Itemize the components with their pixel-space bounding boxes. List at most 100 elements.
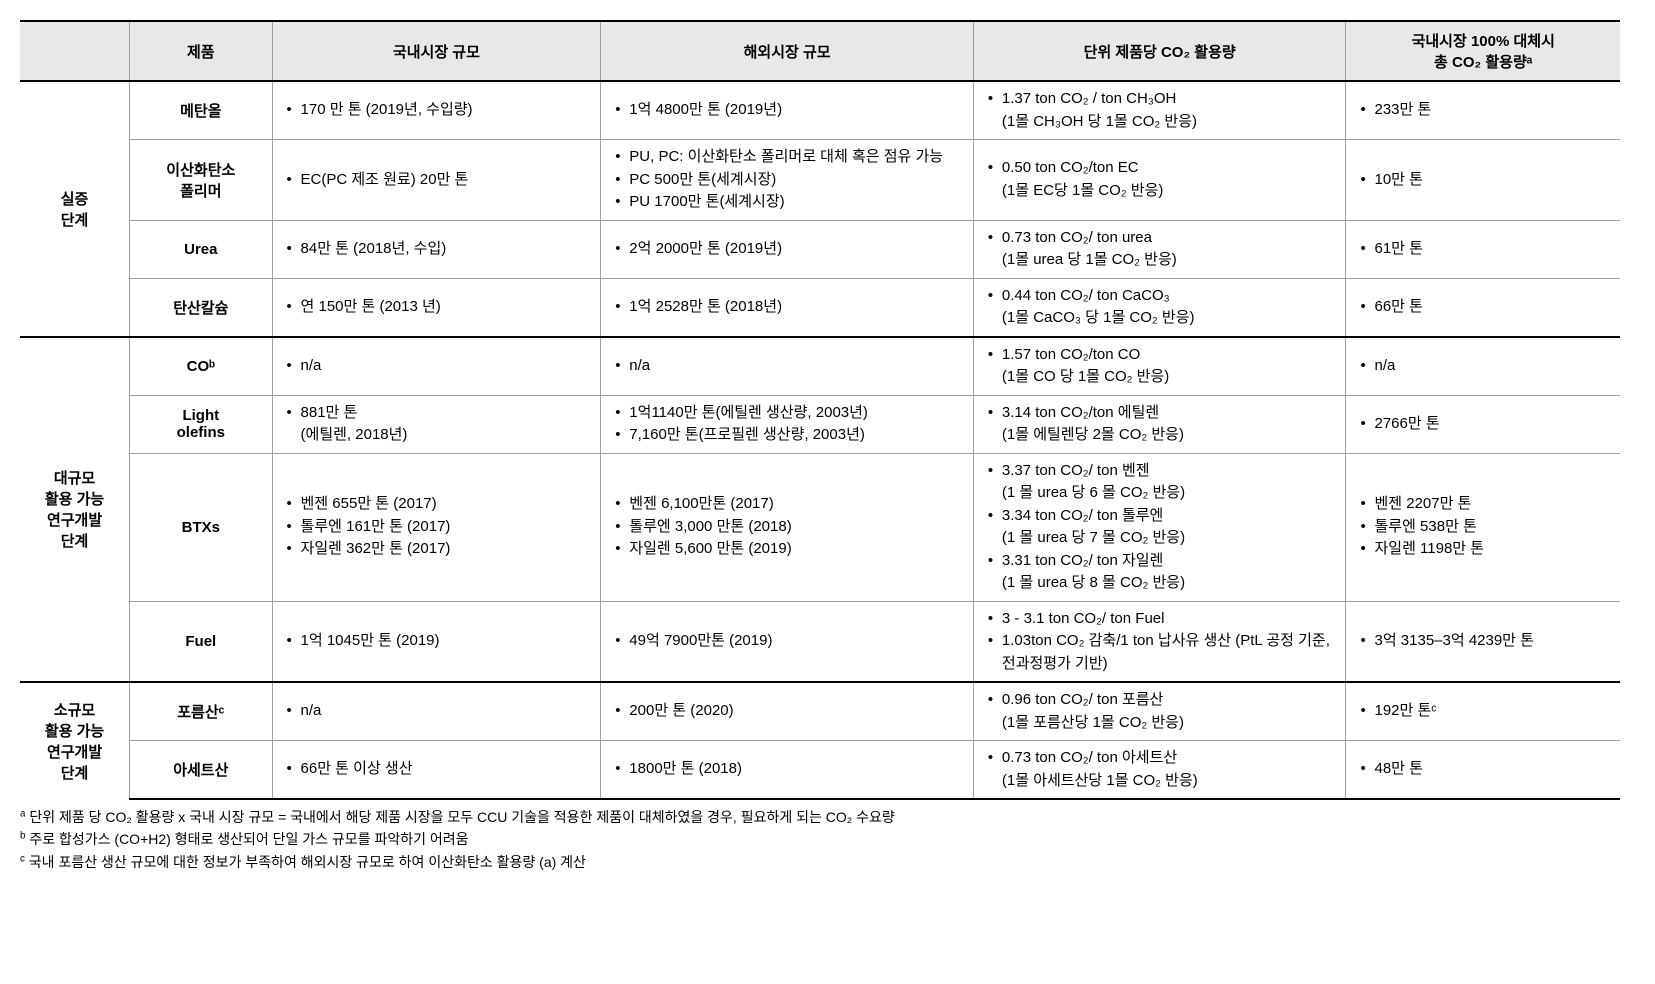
list-item: 233만 톤 xyxy=(1356,99,1610,122)
stage-cell: 소규모활용 가능연구개발단계 xyxy=(20,682,130,799)
list-item: 자일렌 5,600 만톤 (2019) xyxy=(611,538,963,561)
list-item: 3 - 3.1 ton CO₂/ ton Fuel xyxy=(984,608,1336,631)
list-item: 3억 3135–3억 4239만 톤 xyxy=(1356,630,1610,653)
list-item: 49억 7900만톤 (2019) xyxy=(611,630,963,653)
unit-cell: 3 - 3.1 ton CO₂/ ton Fuel1.03ton CO₂ 감축/… xyxy=(973,601,1346,682)
total-cell: 2766만 톤 xyxy=(1346,395,1620,453)
domestic-cell: 1억 1045만 톤 (2019) xyxy=(272,601,601,682)
list-item: 자일렌 362만 톤 (2017) xyxy=(283,538,591,561)
list-item: 2억 2000만 톤 (2019년) xyxy=(611,238,963,261)
list-item: 0.73 ton CO₂/ ton 아세트산(1몰 아세트산당 1몰 CO₂ 반… xyxy=(984,747,1336,792)
list-item: 170 만 톤 (2019년, 수입량) xyxy=(283,99,591,122)
domestic-cell: n/a xyxy=(272,682,601,741)
list-item: 10만 톤 xyxy=(1356,169,1610,192)
overseas-cell: 벤젠 6,100만톤 (2017)톨루엔 3,000 만톤 (2018)자일렌 … xyxy=(601,453,974,601)
table-header-row: 제품 국내시장 규모 해외시장 규모 단위 제품당 CO₂ 활용량 국내시장 1… xyxy=(20,21,1620,81)
list-item: 3.14 ton CO₂/ton 에틸렌(1몰 에틸렌당 2몰 CO₂ 반응) xyxy=(984,402,1336,447)
list-item: 84만 톤 (2018년, 수입) xyxy=(283,238,591,261)
unit-cell: 0.50 ton CO₂/ton EC (1몰 EC당 1몰 CO₂ 반응) xyxy=(973,140,1346,221)
list-item: 자일렌 1198만 톤 xyxy=(1356,538,1610,561)
overseas-cell: n/a xyxy=(601,337,974,396)
list-item: PU, PC: 이산화탄소 폴리머로 대체 혹은 점유 가능 xyxy=(611,146,963,169)
domestic-cell: 벤젠 655만 톤 (2017)톨루엔 161만 톤 (2017)자일렌 362… xyxy=(272,453,601,601)
list-item: 0.50 ton CO₂/ton EC (1몰 EC당 1몰 CO₂ 반응) xyxy=(984,157,1336,202)
unit-cell: 3.37 ton CO₂/ ton 벤젠(1 몰 urea 당 6 몰 CO₂ … xyxy=(973,453,1346,601)
table-row: 이산화탄소폴리머 EC(PC 제조 원료) 20만 톤 PU, PC: 이산화탄소 … xyxy=(20,140,1620,221)
list-item: n/a xyxy=(1356,355,1610,378)
overseas-cell: 200만 톤 (2020) xyxy=(601,682,974,741)
unit-cell: 3.14 ton CO₂/ton 에틸렌(1몰 에틸렌당 2몰 CO₂ 반응) xyxy=(973,395,1346,453)
stage-cell: 대규모활용 가능연구개발단계 xyxy=(20,337,130,683)
table-row: 소규모활용 가능연구개발단계포름산ᶜn/a200만 톤 (2020)0.96 t… xyxy=(20,682,1620,741)
product-cell: COᵇ xyxy=(130,337,272,396)
table-row: 실증단계메탄올170 만 톤 (2019년, 수입량)1억 4800만 톤 (2… xyxy=(20,81,1620,140)
unit-cell: 0.96 ton CO₂/ ton 포름산(1몰 포름산당 1몰 CO₂ 반응) xyxy=(973,682,1346,741)
unit-cell: 1.37 ton CO₂ / ton CH₃OH(1몰 CH₃OH 당 1몰 C… xyxy=(973,81,1346,140)
list-item: 1.03ton CO₂ 감축/1 ton 납사유 생산 (PtL 공정 기준, … xyxy=(984,630,1336,675)
list-item: 1억 4800만 톤 (2019년) xyxy=(611,99,963,122)
product-cell: 포름산ᶜ xyxy=(130,682,272,741)
list-item: 48만 톤 xyxy=(1356,758,1610,781)
header-overseas: 해외시장 규모 xyxy=(601,21,974,81)
domestic-cell: EC(PC 제조 원료) 20만 톤 xyxy=(272,140,601,221)
unit-cell: 1.57 ton CO₂/ton CO(1몰 CO 당 1몰 CO₂ 반응) xyxy=(973,337,1346,396)
header-domestic: 국내시장 규모 xyxy=(272,21,601,81)
list-item: 66만 톤 xyxy=(1356,296,1610,319)
domestic-cell: 66만 톤 이상 생산 xyxy=(272,741,601,800)
total-cell: 66만 톤 xyxy=(1346,278,1620,337)
list-item: 881만 톤(에틸렌, 2018년) xyxy=(283,402,591,447)
table-row: Fuel1억 1045만 톤 (2019)49억 7900만톤 (2019)3 … xyxy=(20,601,1620,682)
total-cell: 233만 톤 xyxy=(1346,81,1620,140)
product-cell: 탄산칼슘 xyxy=(130,278,272,337)
header-product: 제품 xyxy=(130,21,272,81)
list-item: 벤젠 2207만 톤 xyxy=(1356,493,1610,516)
table-row: 대규모활용 가능연구개발단계COᵇn/an/a1.57 ton CO₂/ton … xyxy=(20,337,1620,396)
list-item: PC 500만 톤(세계시장) xyxy=(611,169,963,192)
list-item: 0.44 ton CO₂/ ton CaCO₃(1몰 CaCO₃ 당 1몰 CO… xyxy=(984,285,1336,330)
list-item: 1억1140만 톤(에틸렌 생산량, 2003년) xyxy=(611,402,963,425)
footnotes: a 단위 제품 당 CO₂ 활용량 x 국내 시장 규모 = 국내에서 해당 제… xyxy=(20,806,1635,873)
table-row: Urea84만 톤 (2018년, 수입)2억 2000만 톤 (2019년)0… xyxy=(20,220,1620,278)
overseas-cell: 2억 2000만 톤 (2019년) xyxy=(601,220,974,278)
total-cell: 3억 3135–3억 4239만 톤 xyxy=(1346,601,1620,682)
list-item: n/a xyxy=(283,700,591,723)
total-cell: 192만 톤ᶜ xyxy=(1346,682,1620,741)
total-cell: 48만 톤 xyxy=(1346,741,1620,800)
list-item: 3.31 ton CO₂/ ton 자일렌(1 몰 urea 당 8 몰 CO₂… xyxy=(984,550,1336,595)
list-item: EC(PC 제조 원료) 20만 톤 xyxy=(283,169,591,192)
total-cell: 벤젠 2207만 톤톨루엔 538만 톤자일렌 1198만 톤 xyxy=(1346,453,1620,601)
product-cell: 아세트산 xyxy=(130,741,272,800)
list-item: 톨루엔 3,000 만톤 (2018) xyxy=(611,516,963,539)
co2-utilization-table: 제품 국내시장 규모 해외시장 규모 단위 제품당 CO₂ 활용량 국내시장 1… xyxy=(20,20,1620,800)
list-item: 66만 톤 이상 생산 xyxy=(283,758,591,781)
list-item: 0.73 ton CO₂/ ton urea(1몰 urea 당 1몰 CO₂ … xyxy=(984,227,1336,272)
list-item: 1.57 ton CO₂/ton CO(1몰 CO 당 1몰 CO₂ 반응) xyxy=(984,344,1336,389)
list-item: n/a xyxy=(611,355,963,378)
total-cell: 61만 톤 xyxy=(1346,220,1620,278)
domestic-cell: 84만 톤 (2018년, 수입) xyxy=(272,220,601,278)
header-stage xyxy=(20,21,130,81)
table-row: 아세트산 66만 톤 이상 생산 1800만 톤 (2018)0.73 ton CO… xyxy=(20,741,1620,800)
overseas-cell: 1800만 톤 (2018) xyxy=(601,741,974,800)
list-item: 3.34 ton CO₂/ ton 톨루엔(1 몰 urea 당 7 몰 CO₂… xyxy=(984,505,1336,550)
overseas-cell: 1억 4800만 톤 (2019년) xyxy=(601,81,974,140)
overseas-cell: 49억 7900만톤 (2019) xyxy=(601,601,974,682)
stage-cell: 실증단계 xyxy=(20,81,130,337)
unit-cell: 0.44 ton CO₂/ ton CaCO₃(1몰 CaCO₃ 당 1몰 CO… xyxy=(973,278,1346,337)
list-item: PU 1700만 톤(세계시장) xyxy=(611,191,963,214)
list-item: 벤젠 655만 톤 (2017) xyxy=(283,493,591,516)
list-item: 2766만 톤 xyxy=(1356,413,1610,436)
list-item: 연 150만 톤 (2013 년) xyxy=(283,296,591,319)
product-cell: 이산화탄소폴리머 xyxy=(130,140,272,221)
domestic-cell: 881만 톤(에틸렌, 2018년) xyxy=(272,395,601,453)
list-item: 0.96 ton CO₂/ ton 포름산(1몰 포름산당 1몰 CO₂ 반응) xyxy=(984,689,1336,734)
total-cell: 10만 톤 xyxy=(1346,140,1620,221)
header-total: 국내시장 100% 대체시 총 CO₂ 활용량ᵃ xyxy=(1346,21,1620,81)
product-cell: Lightolefins xyxy=(130,395,272,453)
table-row: BTXs벤젠 655만 톤 (2017)톨루엔 161만 톤 (2017)자일렌… xyxy=(20,453,1620,601)
domestic-cell: 170 만 톤 (2019년, 수입량) xyxy=(272,81,601,140)
list-item: 61만 톤 xyxy=(1356,238,1610,261)
list-item: n/a xyxy=(283,355,591,378)
footnote-c: c 국내 포름산 생산 규모에 대한 정보가 부족하여 해외시장 규모로 하여 … xyxy=(20,851,1635,873)
table-row: 탄산칼슘연 150만 톤 (2013 년)1억 2528만 톤 (2018년)0… xyxy=(20,278,1620,337)
